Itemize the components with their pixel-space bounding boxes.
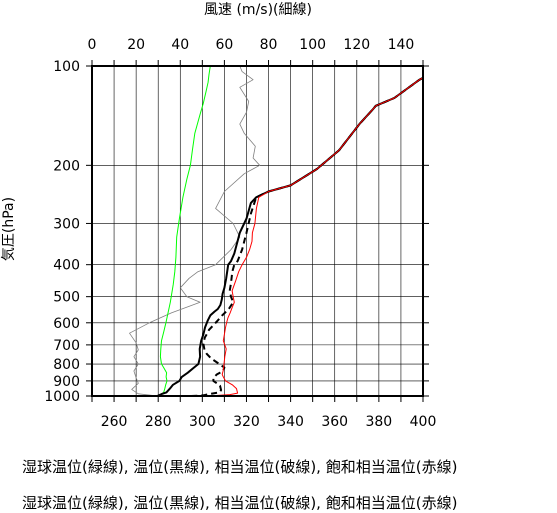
ytick-label-100: 100	[53, 59, 80, 75]
series-line-thick-black	[156, 76, 423, 396]
ytick-label-600: 600	[53, 316, 80, 332]
xtick-bottom-label-320: 320	[233, 414, 260, 430]
legend-caption-2: 湿球温位(緑線), 温位(黒線), 相当温位(破線), 飽和相当温位(赤線)	[22, 494, 458, 512]
emagram-chart: 風速 (m/s)(細線) 気圧(hPa) 1002003004005006007…	[1, 2, 436, 430]
series-line-dashed-black	[191, 76, 423, 396]
grid-lines	[91, 65, 424, 397]
series-line-thin-green	[157, 66, 211, 396]
series-line-thin-red	[208, 77, 423, 396]
series-line-thin-gray	[129, 66, 261, 396]
legend-caption-1: 湿球温位(緑線), 温位(黒線), 相当温位(破線), 飽和相当温位(赤線)	[22, 458, 458, 476]
xtick-bottom-label-340: 340	[277, 414, 304, 430]
xtick-top-label-100: 100	[299, 37, 326, 53]
xtick-top-label-120: 120	[343, 37, 370, 53]
xtick-bottom-label-260: 260	[101, 414, 128, 430]
xtick-top-label-0: 0	[88, 37, 97, 53]
xtick-bottom-label-380: 380	[365, 414, 392, 430]
xtick-top-label-60: 60	[215, 37, 233, 53]
ytick-label-700: 700	[53, 338, 80, 354]
xtick-bottom-label-400: 400	[410, 414, 437, 430]
data-series	[129, 66, 423, 396]
xtick-bottom-label-280: 280	[145, 414, 172, 430]
plot-frame	[91, 65, 424, 397]
xtick-top-label-40: 40	[171, 37, 189, 53]
xtick-top-label-20: 20	[127, 37, 145, 53]
xtick-bottom-label-360: 360	[321, 414, 348, 430]
ytick-label-300: 300	[53, 216, 80, 232]
xtick-top-label-140: 140	[388, 37, 415, 53]
ytick-label-500: 500	[53, 290, 80, 306]
ytick-label-1000: 1000	[44, 389, 80, 405]
xtick-top-label-80: 80	[260, 37, 278, 53]
ytick-label-800: 800	[53, 357, 80, 373]
ytick-label-400: 400	[53, 258, 80, 274]
ytick-label-200: 200	[53, 158, 80, 174]
ytick-label-900: 900	[53, 374, 80, 390]
top-axis-title: 風速 (m/s)(細線)	[204, 2, 312, 18]
y-axis-title: 気圧(hPa)	[1, 197, 17, 261]
xtick-bottom-label-300: 300	[189, 414, 216, 430]
